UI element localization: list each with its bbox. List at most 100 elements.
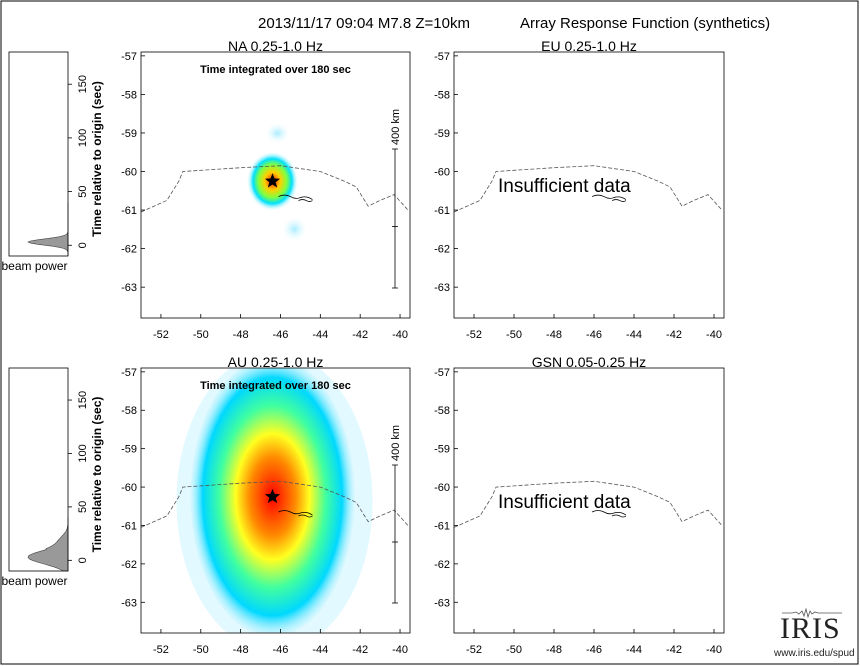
y-tick-label: -57 <box>434 51 450 63</box>
map-panel-4: -52 -50 -48 -46 -44 -42 -40 -57 -58 -59 -60 -61 -62 -… <box>434 354 725 656</box>
x-tick-label: -44 <box>626 329 642 341</box>
panel-frame <box>453 51 725 319</box>
y-tick-label: -58 <box>434 405 450 417</box>
beam-y-axis-label: Time relative to origin (sec) <box>90 397 104 553</box>
y-tick-label: -62 <box>121 559 137 571</box>
y-tick-label: -60 <box>121 167 137 179</box>
logo-wordmark: IRIS <box>780 612 841 645</box>
map-panel-1: -52 -50 -48 -46 -44 -42 -40 -57 -58 -59 -60 -61 -62 -… <box>121 38 411 341</box>
coastline <box>454 480 723 528</box>
x-tick-label: -52 <box>153 644 169 656</box>
y-tick-label: -57 <box>121 367 137 379</box>
insufficient-data-message: Insufficient data <box>498 176 631 197</box>
south-orkney-islands <box>591 510 627 518</box>
south-orkney-islands <box>278 510 313 518</box>
y-tick-label: -59 <box>434 444 450 456</box>
insufficient-data-message: Insufficient data <box>498 492 631 513</box>
figure-title: Array Response Function (synthetics) <box>520 15 770 32</box>
beam-y-tick-label: 0 <box>77 242 89 248</box>
island-outline <box>591 510 627 516</box>
x-tick-label: -44 <box>626 644 642 656</box>
beam-y-tick-label: 100 <box>77 129 89 147</box>
y-tick-label: -60 <box>434 167 450 179</box>
epicenter-star-icon <box>264 173 281 188</box>
y-tick-label: -63 <box>434 282 450 294</box>
island-outline <box>278 510 313 516</box>
x-tick-label: -42 <box>666 644 682 656</box>
sidelobe-lower <box>282 217 307 242</box>
x-tick-label: -46 <box>273 329 289 341</box>
beam-frame <box>8 51 69 257</box>
x-tick-label: -48 <box>233 329 249 341</box>
map-area <box>454 165 723 213</box>
y-tick-label: -62 <box>434 244 450 256</box>
x-tick-label: -50 <box>506 644 522 656</box>
y-tick-label: -61 <box>434 205 450 217</box>
x-tick-label: -52 <box>466 329 482 341</box>
sidelobe-upper <box>265 123 290 144</box>
x-tick-label: -52 <box>153 329 169 341</box>
panel-frame <box>140 367 411 634</box>
beam-y-tick-label: 100 <box>77 444 89 462</box>
y-tick-label: -58 <box>121 405 137 417</box>
y-tick-label: -57 <box>121 51 137 63</box>
logo-url: www.iris.edu/spud <box>774 648 855 659</box>
y-tick-label: -63 <box>434 597 450 609</box>
x-tick-label: -40 <box>392 644 408 656</box>
island-outline <box>611 514 627 518</box>
x-tick-label: -40 <box>706 329 722 341</box>
x-tick-label: -46 <box>273 644 289 656</box>
beam-y-tick-label: 150 <box>77 391 89 409</box>
island-outline <box>611 199 627 202</box>
map-area <box>141 368 409 633</box>
x-tick-label: -50 <box>506 329 522 341</box>
integration-note: Time integrated over 180 sec <box>200 380 351 392</box>
scale-label: 400 km <box>390 425 402 461</box>
y-tick-label: -61 <box>121 205 137 217</box>
y-tick-label: -59 <box>121 444 137 456</box>
coastline <box>141 480 409 528</box>
beam-y-tick-label: 0 <box>77 557 89 563</box>
integration-note: Time integrated over 180 sec <box>200 64 351 76</box>
map-panel-2: -52 -50 -48 -46 -44 -42 -40 -57 -58 -59 -60 -61 -62 -… <box>434 38 725 341</box>
beam-y-tick-label: 150 <box>77 75 89 93</box>
scale-label: 400 km <box>390 109 402 145</box>
y-tick-label: -58 <box>121 89 137 101</box>
y-tick-label: -59 <box>434 128 450 140</box>
y-tick-label: -57 <box>434 367 450 379</box>
island-outline <box>298 514 313 518</box>
island-outline <box>278 194 313 200</box>
y-tick-label: -63 <box>121 282 137 294</box>
beam-y-tick-label: 50 <box>77 501 89 513</box>
seismogram-icon <box>782 608 842 618</box>
map-panel-3: -52 -50 -48 -46 -44 -42 -40 -57 -58 -59 -60 -61 -62 -… <box>121 354 411 656</box>
map-area <box>454 480 723 528</box>
x-tick-label: -44 <box>312 644 328 656</box>
x-tick-label: -40 <box>706 644 722 656</box>
panel-title: EU 0.25-1.0 Hz <box>541 38 637 54</box>
beam-x-axis-label: beam power <box>1 574 67 588</box>
event-header: 2013/11/17 09:04 M7.8 Z=10km <box>258 15 470 32</box>
x-tick-label: -42 <box>352 329 368 341</box>
y-tick-label: -62 <box>434 559 450 571</box>
x-tick-label: -50 <box>193 329 209 341</box>
panel-title: GSN 0.05-0.25 Hz <box>532 354 646 370</box>
beam-frame <box>8 367 69 572</box>
island-outline <box>591 194 627 200</box>
x-tick-label: -44 <box>312 329 328 341</box>
panel-title: AU 0.25-1.0 Hz <box>228 354 324 370</box>
epicenter-star-icon <box>264 488 281 504</box>
x-tick-label: -48 <box>546 644 562 656</box>
x-tick-label: -40 <box>392 329 408 341</box>
y-tick-label: -61 <box>121 520 137 532</box>
x-tick-label: -48 <box>546 329 562 341</box>
x-tick-label: -42 <box>352 644 368 656</box>
y-tick-label: -61 <box>434 520 450 532</box>
coastline <box>454 165 723 213</box>
y-tick-label: -60 <box>121 482 137 494</box>
south-orkney-islands <box>591 194 627 202</box>
beam-y-tick-label: 50 <box>77 185 89 197</box>
